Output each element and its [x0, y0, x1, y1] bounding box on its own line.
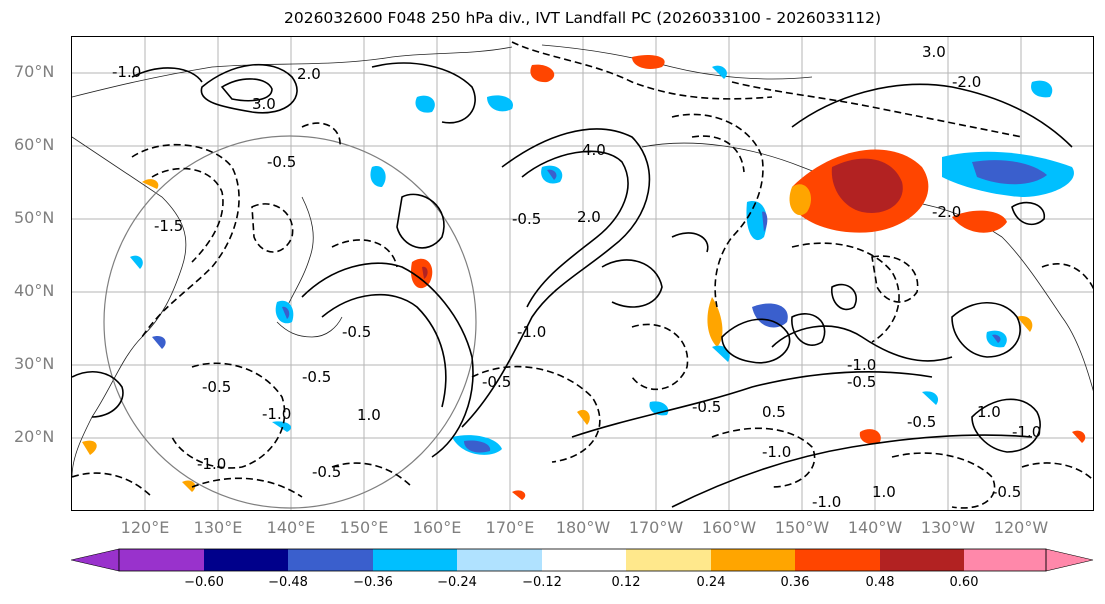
colorbar-tick-label: −0.12 — [522, 575, 562, 590]
map-svg: 3.0 2.0 4.0 -0.5 2.0 -0.5 -1.5 -0.5 -0.5… — [72, 37, 1093, 511]
svg-text:-2.0: -2.0 — [932, 203, 961, 221]
svg-text:-1.0: -1.0 — [197, 455, 226, 473]
svg-text:-0.5: -0.5 — [512, 210, 541, 228]
svg-text:-0.5: -0.5 — [692, 398, 721, 416]
colorbar-tick-label: 0.36 — [780, 575, 810, 590]
colorbar-tick-label: −0.60 — [184, 575, 224, 590]
lon-label-140e: 140°E — [266, 518, 316, 537]
colorbar-swatch-3 — [288, 549, 373, 571]
map-panel: 3.0 2.0 4.0 -0.5 2.0 -0.5 -1.5 -0.5 -0.5… — [71, 36, 1094, 511]
svg-text:-1.0: -1.0 — [847, 356, 876, 374]
svg-text:-0.5: -0.5 — [992, 483, 1021, 501]
colorbar-swatch-8 — [711, 549, 795, 571]
svg-text:0.5: 0.5 — [762, 403, 786, 421]
svg-text:2.0: 2.0 — [297, 65, 321, 83]
colorbar-swatch-2 — [204, 549, 288, 571]
lat-label-60: 60°N — [14, 135, 55, 154]
colorbar-swatch-12 — [1045, 548, 1094, 572]
svg-text:3.0: 3.0 — [252, 95, 276, 113]
svg-text:-1.0: -1.0 — [262, 405, 291, 423]
svg-text:1.0: 1.0 — [872, 483, 896, 501]
colorbar-tick-label: −0.36 — [353, 575, 393, 590]
colorbar-swatch-11 — [964, 549, 1046, 571]
svg-text:2.0: 2.0 — [577, 208, 601, 226]
colorbar-swatch-9 — [795, 549, 880, 571]
lon-label-150w: 150°W — [774, 518, 830, 537]
lon-label-130e: 130°E — [193, 518, 243, 537]
svg-text:-1.0: -1.0 — [762, 443, 791, 461]
colorbar-tick-label: 0.24 — [696, 575, 726, 590]
lon-label-170e: 170°E — [485, 518, 535, 537]
colorbar-swatch-0 — [71, 548, 120, 572]
svg-text:-0.5: -0.5 — [302, 368, 331, 386]
svg-text:-1.0: -1.0 — [812, 493, 841, 511]
lon-label-120w: 120°W — [993, 518, 1049, 537]
lat-label-20: 20°N — [14, 427, 55, 446]
lat-label-70: 70°N — [14, 62, 55, 81]
svg-text:-0.5: -0.5 — [482, 373, 511, 391]
colorbar-tick-label: 0.60 — [949, 575, 979, 590]
divergence-shading — [82, 55, 1086, 500]
lon-label-120e: 120°E — [120, 518, 170, 537]
lon-label-140w: 140°W — [847, 518, 903, 537]
colorbar-swatch-6 — [542, 549, 626, 571]
svg-text:-1.0: -1.0 — [1012, 423, 1041, 441]
svg-text:-2.0: -2.0 — [952, 73, 981, 91]
colorbar-outline — [118, 548, 1047, 572]
svg-text:-1.0: -1.0 — [517, 323, 546, 341]
contour-labels: 3.0 2.0 4.0 -0.5 2.0 -0.5 -1.5 -0.5 -0.5… — [112, 43, 1041, 511]
colorbar-swatch-4 — [373, 549, 457, 571]
svg-text:4.0: 4.0 — [582, 141, 606, 159]
colorbar-swatch-7 — [626, 549, 711, 571]
svg-text:-1.5: -1.5 — [154, 217, 183, 235]
colorbar-tick-label: −0.48 — [268, 575, 308, 590]
lat-label-30: 30°N — [14, 354, 55, 373]
svg-text:-0.5: -0.5 — [202, 378, 231, 396]
lon-label-180w: 180°W — [555, 518, 611, 537]
colorbar-swatch-1 — [119, 549, 204, 571]
lon-label-130w: 130°W — [920, 518, 976, 537]
negative-contours — [72, 41, 1093, 509]
svg-text:1.0: 1.0 — [357, 406, 381, 424]
colorbar-tick-label: 0.48 — [865, 575, 895, 590]
svg-text:-0.5: -0.5 — [847, 373, 876, 391]
colorbar-tick-label: 0.12 — [611, 575, 641, 590]
highlight-circle — [103, 135, 477, 509]
svg-text:-0.5: -0.5 — [267, 153, 296, 171]
lon-label-150e: 150°E — [339, 518, 389, 537]
colorbar-tick-label: −0.24 — [437, 575, 477, 590]
svg-text:-0.5: -0.5 — [312, 463, 341, 481]
lon-label-170w: 170°W — [628, 518, 684, 537]
colorbar-swatches — [71, 548, 1094, 572]
convergence-shading — [130, 65, 1074, 455]
svg-text:-0.5: -0.5 — [907, 413, 936, 431]
svg-text:-1.0: -1.0 — [112, 63, 141, 81]
svg-text:-0.5: -0.5 — [342, 323, 371, 341]
positive-contours — [72, 62, 1073, 508]
lat-label-50: 50°N — [14, 208, 55, 227]
colorbar — [71, 548, 1094, 572]
svg-text:3.0: 3.0 — [922, 43, 946, 61]
svg-text:1.0: 1.0 — [977, 403, 1001, 421]
colorbar-swatch-5 — [457, 549, 542, 571]
lon-label-160e: 160°E — [412, 518, 462, 537]
colorbar-swatch-10 — [880, 549, 964, 571]
lat-label-40: 40°N — [14, 281, 55, 300]
lon-label-160w: 160°W — [701, 518, 757, 537]
gridlines — [72, 37, 1093, 510]
chart-title: 2026032600 F048 250 hPa div., IVT Landfa… — [283, 9, 881, 27]
